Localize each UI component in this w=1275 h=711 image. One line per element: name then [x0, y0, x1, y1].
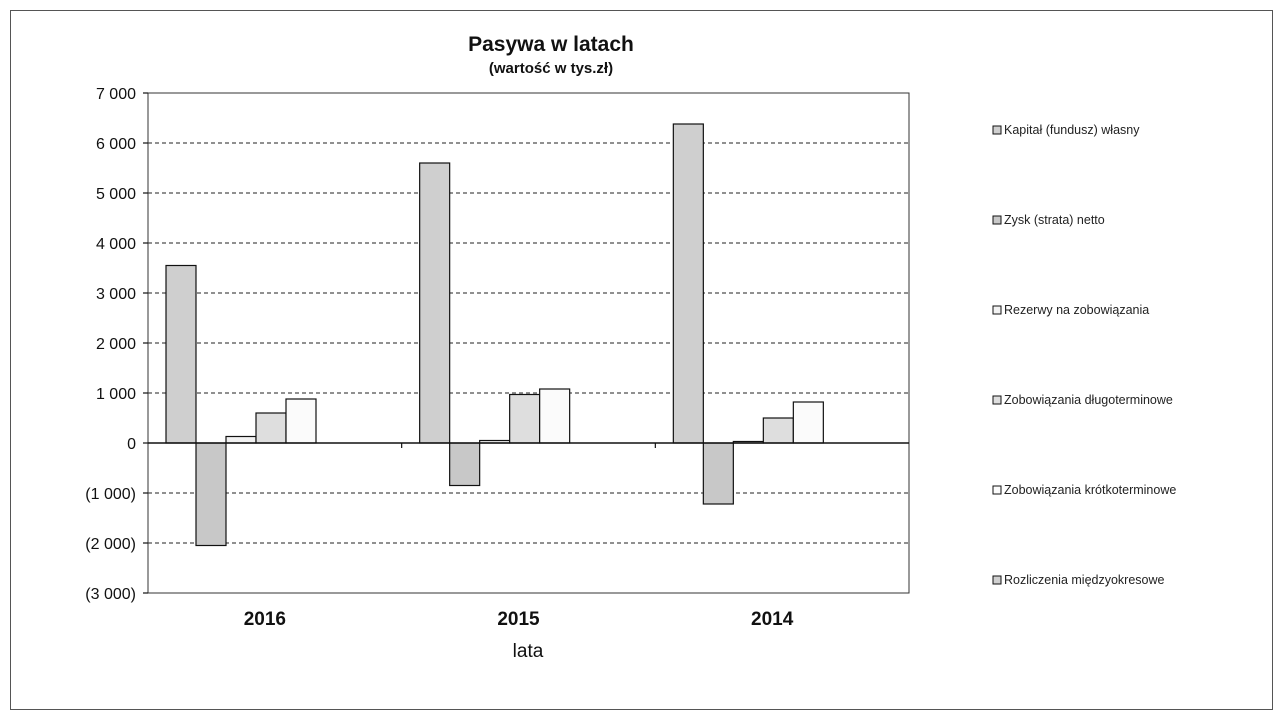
y-tick-label: 3 000 [96, 286, 136, 303]
bar [195, 442, 227, 547]
bar [672, 123, 704, 444]
bar [165, 264, 197, 444]
legend: Kapitał (fundusz) własny Zysk (strata) ne… [992, 123, 1176, 587]
legend-label: Zobowiązania krótkoterminowe [1004, 483, 1176, 497]
x-tick-label: 2016 [244, 609, 286, 630]
x-axis-label: lata [513, 641, 544, 662]
y-tick-label: (1 000) [85, 486, 136, 503]
bar [225, 435, 257, 444]
y-tick-label: (3 000) [85, 586, 136, 603]
x-tick-label: 2015 [497, 609, 540, 630]
legend-swatch [992, 575, 1002, 585]
legend-label: Zobowiązania długoterminowe [1004, 393, 1173, 407]
y-tick-label: 0 [127, 436, 136, 453]
legend-swatch [992, 305, 1002, 315]
y-tick-label: 1 000 [96, 386, 136, 403]
chart-title: Pasywa w latach [468, 33, 634, 56]
x-tick-label: 2014 [751, 609, 794, 630]
legend-label: Kapitał (fundusz) własny [1004, 123, 1140, 137]
y-tick-label: (2 000) [85, 536, 136, 553]
y-tick-label: 5 000 [96, 186, 136, 203]
y-tick-label: 7 000 [96, 86, 136, 103]
legend-label: Rezerwy na zobowiązania [1004, 303, 1149, 317]
bar [762, 417, 794, 444]
bar [419, 162, 451, 444]
chart-frame: Pasywa w latach (wartość w tys.zł) 7 000… [10, 10, 1273, 710]
legend-swatch [992, 395, 1002, 405]
x-axis-ticks: 2016 2015 2014 [244, 443, 794, 630]
chart-svg: Pasywa w latach (wartość w tys.zł) 7 000… [85, 33, 1176, 662]
chart-subtitle: (wartość w tys.zł) [489, 60, 613, 77]
bar [792, 401, 824, 444]
bar [702, 442, 734, 505]
y-tick-label: 6 000 [96, 136, 136, 153]
legend-label: Zysk (strata) netto [1004, 213, 1105, 227]
legend-label: Rozliczenia międzyokresowe [1004, 573, 1165, 587]
bars [165, 123, 824, 547]
legend-swatch [992, 215, 1002, 225]
bar [539, 388, 571, 444]
y-tick-label: 2 000 [96, 336, 136, 353]
y-axis-ticks: 7 000 6 000 5 000 4 000 3 000 2 000 1 000 0 (1 0… [85, 86, 148, 603]
bar [449, 442, 481, 487]
gridlines [148, 142, 909, 544]
y-tick-label: 4 000 [96, 236, 136, 253]
bar [255, 412, 287, 444]
legend-swatch [992, 485, 1002, 495]
bar [285, 398, 317, 444]
legend-swatch [992, 125, 1002, 135]
bar [509, 393, 541, 444]
